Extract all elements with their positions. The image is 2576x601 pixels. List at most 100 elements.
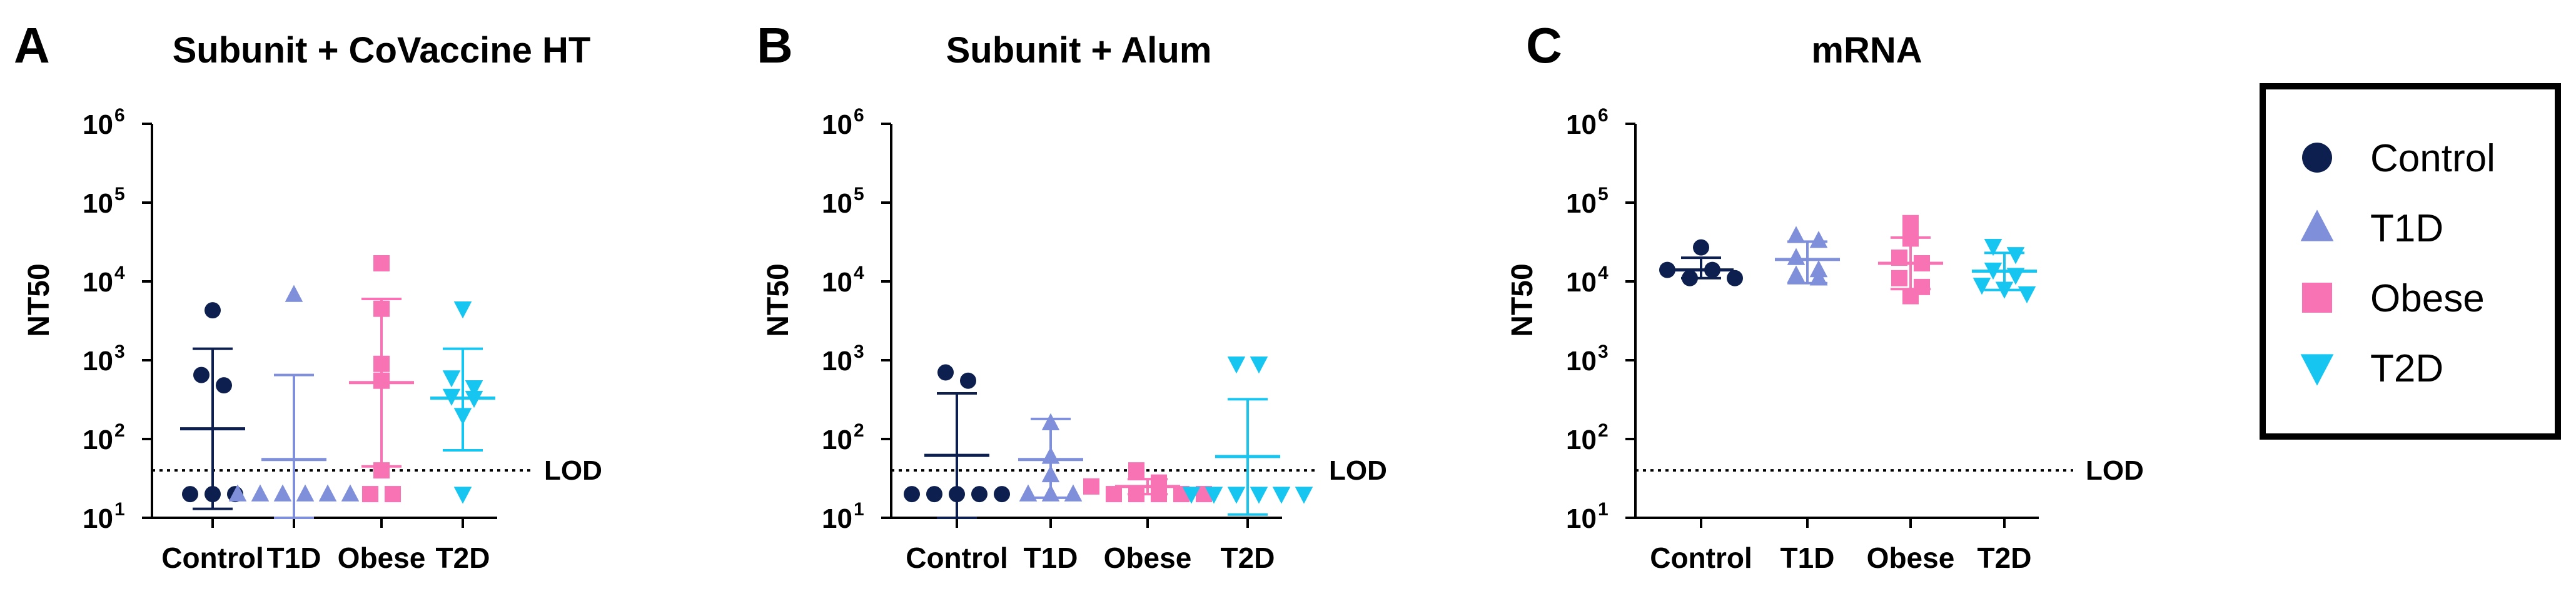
legend-label: T1D bbox=[2370, 207, 2443, 250]
data-point bbox=[373, 462, 390, 479]
data-point bbox=[273, 484, 292, 502]
data-point bbox=[1250, 356, 1268, 374]
y-tick-exponent: 2 bbox=[854, 420, 864, 441]
data-point bbox=[1041, 484, 1060, 502]
data-point bbox=[1227, 356, 1246, 374]
legend-item-t1d: T1D bbox=[2300, 207, 2443, 250]
category-label-t2d: T2D bbox=[436, 542, 490, 574]
data-point bbox=[1205, 487, 1223, 504]
y-tick-exponent: 6 bbox=[1598, 105, 1609, 126]
data-point bbox=[465, 380, 483, 398]
data-point bbox=[994, 486, 1010, 503]
y-tick-exponent: 1 bbox=[114, 499, 125, 520]
y-tick-exponent: 5 bbox=[114, 184, 125, 205]
data-point bbox=[373, 255, 390, 271]
y-tick-label: 10 bbox=[1566, 346, 1597, 376]
data-point bbox=[1809, 231, 1828, 248]
category-label-control: Control bbox=[161, 542, 264, 574]
category-label-control: Control bbox=[1650, 542, 1752, 574]
category-label-t1d: T1D bbox=[1024, 542, 1078, 574]
data-point bbox=[318, 484, 337, 502]
y-tick-exponent: 5 bbox=[1598, 184, 1609, 205]
data-point bbox=[453, 301, 472, 319]
data-point bbox=[341, 484, 360, 502]
panel-title: Subunit + CoVaccine HT bbox=[173, 30, 591, 71]
lod-label: LOD bbox=[544, 455, 602, 486]
y-tick-exponent: 2 bbox=[114, 420, 125, 441]
legend-item-obese: Obese bbox=[2302, 277, 2485, 320]
panel-letter: C bbox=[1526, 18, 1562, 73]
y-tick-label: 10 bbox=[83, 267, 113, 298]
data-point bbox=[453, 408, 472, 425]
y-tick-label: 10 bbox=[83, 503, 113, 534]
category-label-control: Control bbox=[906, 542, 1008, 574]
y-tick-exponent: 6 bbox=[854, 105, 864, 126]
data-point bbox=[1914, 255, 1930, 271]
data-point bbox=[1064, 484, 1083, 502]
data-point bbox=[1019, 484, 1038, 502]
data-point bbox=[1704, 261, 1720, 278]
legend-label: Obese bbox=[2370, 277, 2485, 320]
y-tick-exponent: 4 bbox=[1598, 263, 1609, 283]
panel-title: Subunit + Alum bbox=[946, 30, 1212, 71]
data-point bbox=[1902, 288, 1919, 305]
data-point bbox=[960, 372, 976, 389]
category-label-obese: Obese bbox=[1104, 542, 1192, 574]
data-point bbox=[1182, 487, 1201, 504]
legend-marker-control bbox=[2302, 143, 2332, 173]
y-tick-exponent: 4 bbox=[114, 263, 125, 283]
series-control bbox=[904, 364, 1010, 519]
lod-label: LOD bbox=[1329, 455, 1387, 486]
data-point bbox=[1809, 268, 1828, 286]
category-label-obese: Obese bbox=[1867, 542, 1955, 574]
data-point bbox=[1972, 278, 1991, 295]
y-tick-exponent: 3 bbox=[114, 341, 125, 362]
y-axis-title: NT50 bbox=[1506, 263, 1539, 336]
data-point bbox=[216, 377, 232, 394]
data-point bbox=[1787, 226, 1806, 243]
data-point bbox=[1128, 462, 1144, 479]
data-point bbox=[904, 486, 920, 503]
y-tick-label: 10 bbox=[83, 109, 113, 140]
series-t1d bbox=[228, 285, 360, 519]
series-control bbox=[180, 302, 245, 510]
data-point bbox=[1727, 270, 1743, 286]
data-point bbox=[1128, 486, 1144, 503]
legend-label: T2D bbox=[2370, 347, 2443, 390]
data-point bbox=[1659, 261, 1675, 278]
data-point bbox=[296, 484, 315, 502]
data-point bbox=[971, 486, 987, 503]
data-point bbox=[228, 484, 247, 502]
lod-label: LOD bbox=[2086, 455, 2144, 486]
legend-marker-t2d bbox=[2300, 354, 2334, 386]
data-point bbox=[1151, 486, 1167, 503]
series-obese bbox=[349, 255, 414, 503]
data-point bbox=[2006, 247, 2025, 265]
data-point bbox=[442, 370, 461, 388]
data-point bbox=[453, 487, 472, 504]
series-t1d bbox=[1018, 413, 1083, 502]
data-point bbox=[1083, 478, 1099, 495]
data-point bbox=[1984, 262, 2003, 280]
data-point bbox=[1272, 487, 1291, 504]
y-tick-exponent: 4 bbox=[854, 263, 864, 283]
data-point bbox=[1295, 487, 1313, 504]
data-point bbox=[1787, 265, 1806, 283]
series-obese bbox=[1083, 462, 1212, 503]
data-point bbox=[1693, 239, 1709, 256]
series-obese bbox=[1878, 215, 1943, 305]
y-tick-label: 10 bbox=[83, 425, 113, 455]
y-tick-label: 10 bbox=[822, 346, 852, 376]
category-label-t2d: T2D bbox=[1221, 542, 1275, 574]
legend: Control T1D Obese T2D bbox=[2260, 83, 2561, 440]
y-tick-exponent: 5 bbox=[854, 184, 864, 205]
legend-marker-obese bbox=[2302, 283, 2332, 313]
panel-letter: A bbox=[14, 18, 50, 73]
data-point bbox=[1984, 238, 2003, 256]
data-point bbox=[1106, 486, 1122, 503]
y-tick-exponent: 6 bbox=[114, 105, 125, 126]
series-t1d bbox=[1775, 226, 1840, 286]
y-tick-label: 10 bbox=[1566, 188, 1597, 219]
